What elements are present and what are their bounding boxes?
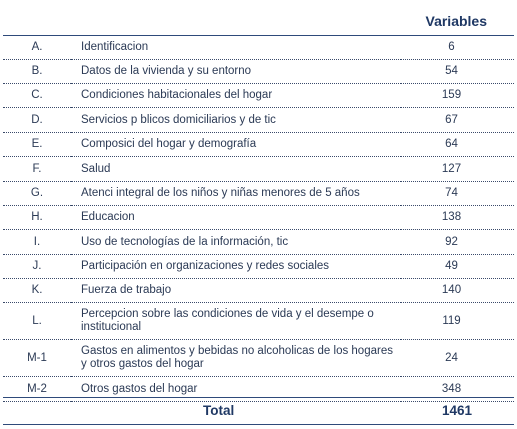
row-label: Datos de la vivienda y su entorno [71, 59, 401, 84]
row-code: B. [3, 59, 71, 84]
row-count: 6 [401, 36, 514, 60]
row-count: 24 [401, 339, 514, 377]
row-count: 74 [401, 181, 514, 206]
table-row: J. Participación en organizaciones y red… [3, 254, 514, 279]
table-row: H. Educacion 138 [3, 205, 514, 230]
table-row: F. Salud 127 [3, 156, 514, 182]
table-row: A. Identificacion 6 [3, 36, 514, 60]
table-row: C. Condiciones habitacionales del hogar … [3, 83, 514, 108]
row-label: Participación en organizaciones y redes … [71, 254, 401, 279]
row-label: Condiciones habitacionales del hogar [71, 83, 401, 108]
row-code: K. [3, 278, 71, 303]
row-code: G. [3, 181, 71, 206]
row-label: Atenci integral de los niños y niñas men… [71, 181, 401, 206]
row-code: M-1 [3, 339, 71, 377]
row-label: Uso de tecnologías de la información, ti… [71, 229, 401, 255]
row-count: 49 [401, 254, 514, 279]
row-code: F. [3, 156, 71, 182]
row-count: 159 [401, 83, 514, 108]
row-code: D. [3, 107, 71, 133]
row-label: Educacion [71, 205, 401, 230]
total-value: 1461 [441, 403, 472, 418]
total-label: Total [203, 403, 235, 418]
table-row: I. Uso de tecnologías de la información,… [3, 229, 514, 255]
variables-table: A. Identificacion 6 B. Datos de la vivie… [3, 36, 514, 402]
row-count: 140 [401, 278, 514, 303]
total-row: Total 1461 [3, 397, 514, 425]
row-label: Servicios p blicos domiciliarios y de ti… [71, 107, 401, 133]
row-count: 67 [401, 107, 514, 133]
table-row: E. Composici del hogar y demografía 64 [3, 132, 514, 157]
header-divider [3, 35, 514, 36]
table-row: L. Percepcion sobre las condiciones de v… [3, 302, 514, 340]
table-header: Variables [0, 0, 517, 36]
row-label: Composici del hogar y demografía [71, 132, 401, 157]
table-row: B. Datos de la vivienda y su entorno 54 [3, 59, 514, 84]
row-count: 119 [401, 302, 514, 340]
row-code: C. [3, 83, 71, 108]
row-label: Gastos en alimentos y bebidas no alcohol… [71, 339, 401, 377]
row-count: 138 [401, 205, 514, 230]
column-header-variables: Variables [425, 13, 488, 29]
row-count: 127 [401, 156, 514, 182]
row-code: J. [3, 254, 71, 279]
row-code: H. [3, 205, 71, 230]
table-row: M-1 Gastos en alimentos y bebidas no alc… [3, 339, 514, 377]
row-label: Identificacion [71, 36, 401, 60]
row-count: 64 [401, 132, 514, 157]
row-label: Salud [71, 156, 401, 182]
row-code: E. [3, 132, 71, 157]
table-row: K. Fuerza de trabajo 140 [3, 278, 514, 303]
table-row: G. Atenci integral de los niños y niñas … [3, 181, 514, 206]
row-label: Fuerza de trabajo [71, 278, 401, 303]
row-count: 92 [401, 229, 514, 255]
row-code: A. [3, 36, 71, 60]
row-code: L. [3, 302, 71, 340]
row-count: 54 [401, 59, 514, 84]
row-code: I. [3, 229, 71, 255]
row-label: Percepcion sobre las condiciones de vida… [71, 302, 401, 340]
table-row: D. Servicios p blicos domiciliarios y de… [3, 107, 514, 133]
